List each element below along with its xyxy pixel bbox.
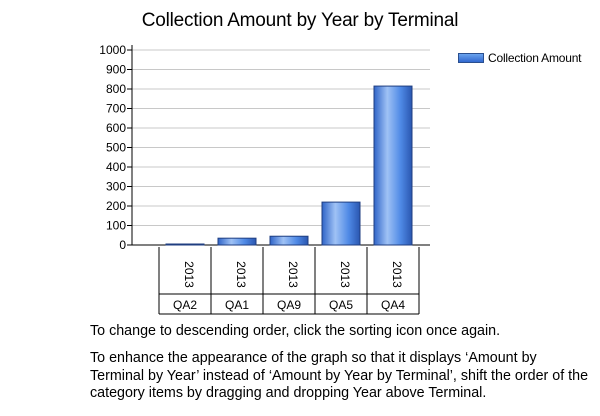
- instruction-paragraph-1: To change to descending order, click the…: [90, 323, 501, 339]
- bar: [373, 85, 413, 246]
- y-tick-label: 600: [106, 121, 126, 135]
- y-tick-label: 700: [106, 102, 126, 116]
- year-label: 2013: [182, 261, 196, 288]
- instruction-paragraph-2: To enhance the appearance of the graph s…: [90, 350, 589, 401]
- y-tick-label: 300: [106, 180, 126, 194]
- bar: [269, 235, 309, 246]
- bar: [217, 237, 257, 246]
- legend-label: Collection Amount: [488, 51, 582, 65]
- y-tick-label: 400: [106, 160, 126, 174]
- terminal-label: QA1: [225, 298, 249, 312]
- y-tick-label: 500: [106, 141, 126, 155]
- bar: [165, 243, 205, 246]
- terminal-label: QA4: [381, 298, 405, 312]
- terminal-label: QA9: [277, 298, 301, 312]
- year-label: 2013: [338, 261, 352, 288]
- year-label: 2013: [390, 261, 404, 288]
- y-tick-label: 1000: [99, 43, 126, 57]
- y-tick-label: 200: [106, 199, 126, 213]
- category-axis: 2013 QA2 2013 QA1 2013 QA9 2013 QA5 2013 QA4: [158, 247, 420, 315]
- year-label: 2013: [286, 261, 300, 288]
- bars: [165, 85, 413, 246]
- y-tick-label: 0: [119, 238, 126, 252]
- legend-swatch: [458, 53, 484, 63]
- chart: 0 100 200 300 400 500 600 700 800 900 1000 2013 QA2…: [99, 43, 430, 315]
- chart-title: Collection Amount by Year by Terminal: [141, 10, 459, 31]
- bar: [321, 201, 361, 246]
- y-tick-label: 900: [106, 63, 126, 77]
- y-tick-label: 100: [106, 219, 126, 233]
- legend: Collection Amount: [458, 51, 582, 65]
- terminal-label: QA2: [173, 298, 197, 312]
- y-tick-label: 800: [106, 82, 126, 96]
- year-label: 2013: [234, 261, 248, 288]
- terminal-label: QA5: [329, 298, 353, 312]
